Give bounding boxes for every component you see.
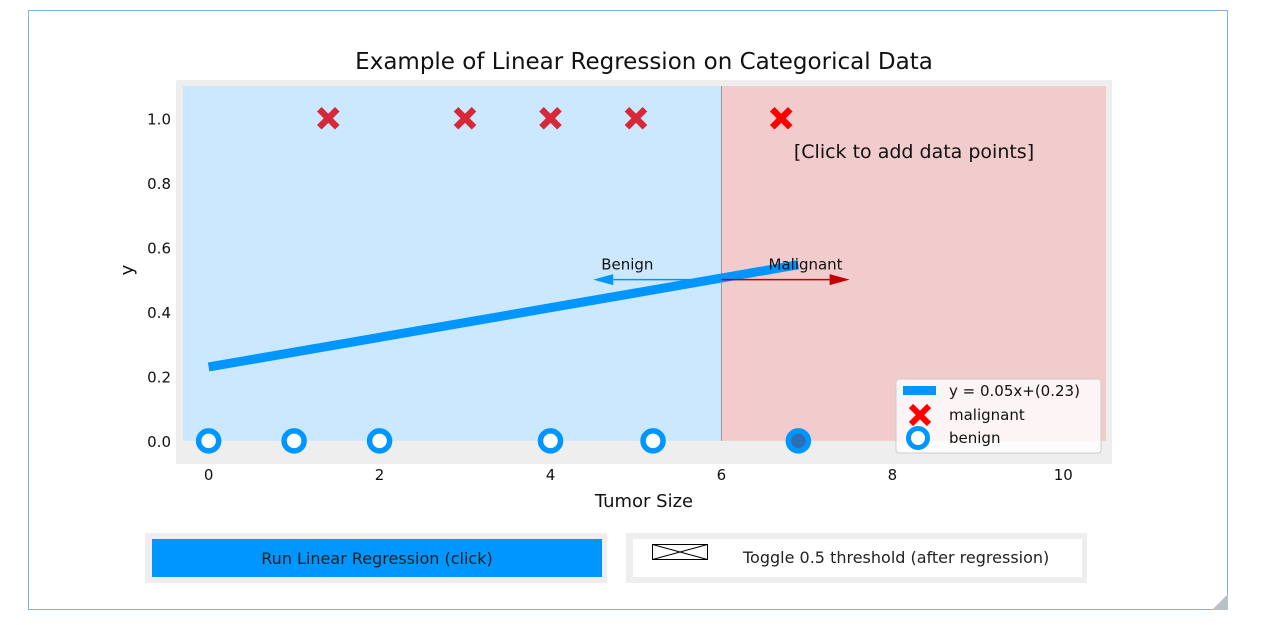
benign-arrow — [593, 274, 722, 286]
legend-x-swatch — [908, 403, 932, 427]
legend-line-swatch — [903, 386, 936, 395]
legend-o-swatch — [906, 426, 930, 450]
data-marks — [195, 106, 812, 454]
threshold-toggle-button[interactable]: Toggle 0.5 threshold (after regression) — [633, 539, 1082, 577]
run-regression-button[interactable]: Run Linear Regression (click) — [152, 539, 602, 577]
legend: y = 0.05x+(0.23) malignant benign — [895, 378, 1102, 454]
legend-entry-regression: y = 0.05x+(0.23) — [949, 382, 1080, 400]
malignant-point — [453, 106, 477, 130]
x-tick-label: 10 — [1054, 466, 1073, 484]
benign-point — [195, 428, 222, 454]
malignant-point — [539, 106, 562, 130]
y-tick-label: 0.8 — [147, 175, 171, 193]
y-tick-label: 0.4 — [147, 304, 171, 322]
malignant-point — [769, 106, 793, 130]
threshold-toggle-frame: Toggle 0.5 threshold (after regression) — [626, 533, 1087, 583]
x-tick-label: 8 — [888, 466, 898, 484]
benign-point — [537, 428, 564, 454]
malignant-point — [624, 106, 648, 130]
y-axis-ticks: 0.0 0.2 0.4 0.6 0.8 1.0 — [147, 110, 171, 451]
threshold-toggle-label: Toggle 0.5 threshold (after regression) — [743, 548, 1050, 567]
chart-title: Example of Linear Regression on Categori… — [355, 49, 933, 75]
threshold-checkbox-icon[interactable] — [652, 544, 708, 560]
threshold-arrows — [593, 274, 850, 286]
x-axis-label: Tumor Size — [594, 491, 693, 512]
added-benign-point-core — [792, 434, 805, 447]
x-axis-ticks: 0 2 4 6 8 10 — [204, 466, 1073, 484]
malignant-arrow — [721, 274, 850, 286]
y-axis-label: y — [117, 264, 138, 275]
y-tick-label: 0.6 — [147, 239, 171, 257]
x-tick-label: 6 — [717, 466, 727, 484]
legend-box — [895, 378, 1102, 454]
x-tick-label: 0 — [204, 466, 214, 484]
benign-point — [640, 428, 666, 454]
malignant-point — [316, 106, 340, 130]
click-hint: [Click to add data points] — [794, 141, 1034, 163]
run-regression-button-frame: Run Linear Regression (click) — [145, 533, 607, 583]
run-regression-label: Run Linear Regression (click) — [261, 548, 493, 568]
y-tick-label: 1.0 — [147, 110, 171, 128]
legend-entry-malignant: malignant — [949, 406, 1025, 424]
y-tick-label: 0.0 — [147, 433, 171, 451]
legend-entry-benign: benign — [949, 429, 1000, 447]
benign-point — [366, 428, 393, 454]
benign-annotation: Benign — [601, 256, 653, 274]
benign-region — [183, 86, 722, 441]
regression-line — [207, 260, 800, 372]
x-tick-label: 4 — [546, 466, 556, 484]
x-tick-label: 2 — [375, 466, 385, 484]
benign-point — [281, 428, 307, 454]
resize-grip[interactable] — [1212, 594, 1228, 610]
malignant-annotation: Malignant — [768, 256, 842, 274]
y-tick-label: 0.2 — [147, 368, 171, 386]
